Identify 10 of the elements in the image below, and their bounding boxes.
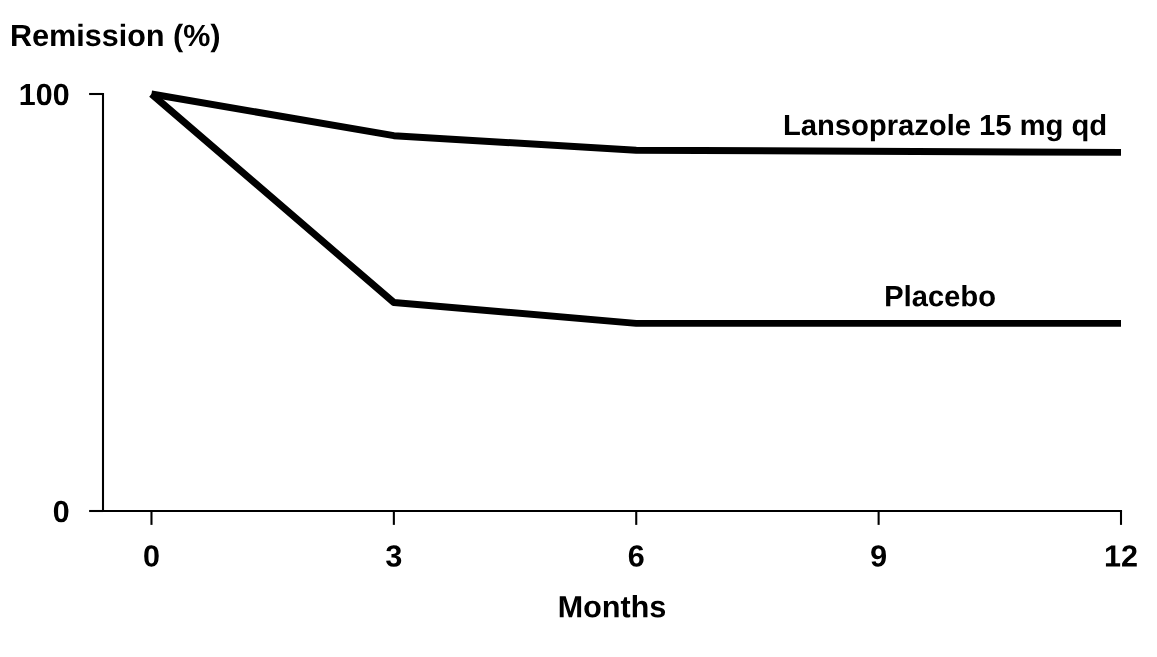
y-axis-title: Remission (%) xyxy=(12,23,220,53)
x-tick-label: 0 xyxy=(144,545,159,567)
y-tick-label: 100 xyxy=(20,83,69,106)
x-tick-label: 9 xyxy=(871,545,886,567)
x-tick-label: 12 xyxy=(1105,545,1137,567)
x-tick-label: 6 xyxy=(628,545,644,567)
series-label: Placebo xyxy=(886,285,995,307)
x-axis-title: Months xyxy=(559,595,666,618)
x-tick-label: 3 xyxy=(386,545,402,567)
series-label: Lansoprazole 15 mg qd xyxy=(784,113,1106,142)
